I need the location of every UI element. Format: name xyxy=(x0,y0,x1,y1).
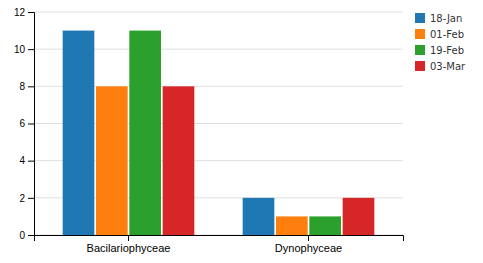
bar xyxy=(276,216,308,235)
y-tick: 8 xyxy=(19,81,34,92)
legend-label: 01-Feb xyxy=(430,29,464,40)
y-tick: 6 xyxy=(19,118,34,129)
legend-item: 19-Feb xyxy=(415,45,464,56)
legend-label: 18-Jan xyxy=(430,13,462,24)
legend: 18-Jan 01-Feb 19-Feb 03-Mar xyxy=(415,13,466,72)
y-axis-line xyxy=(28,13,35,236)
legend-swatch xyxy=(415,13,425,23)
y-tick-label: 2 xyxy=(19,193,25,204)
x-tick-mark xyxy=(128,235,129,241)
y-tick-label: 6 xyxy=(19,118,25,129)
chart: Bacilariophyceae Dynophyceae 0 2 4 6 8 10 12 18-J… xyxy=(0,0,483,263)
y-tick-label: 8 xyxy=(19,81,25,92)
x-tick-mark xyxy=(308,235,309,241)
legend-swatch xyxy=(415,61,425,71)
y-tick: 12 xyxy=(14,7,34,18)
x-tick: Dynophyceae xyxy=(275,235,342,254)
x-tick: Bacilariophyceae xyxy=(87,235,171,254)
bar xyxy=(96,86,128,235)
y-tick: 2 xyxy=(19,193,34,204)
bar xyxy=(343,198,375,235)
y-tick: 4 xyxy=(19,155,34,166)
plot: Bacilariophyceae Dynophyceae 0 2 4 6 8 10 12 xyxy=(14,7,404,254)
y-tick-label: 4 xyxy=(19,155,25,166)
grid-line xyxy=(34,12,403,13)
y-tick-mark xyxy=(28,235,34,236)
y-tick-mark xyxy=(28,12,34,13)
y-tick-mark xyxy=(28,161,34,162)
x-tick-label: Bacilariophyceae xyxy=(87,242,171,254)
x-axis-line xyxy=(35,236,404,242)
legend-swatch xyxy=(415,45,425,55)
legend-item: 01-Feb xyxy=(415,29,464,40)
bar xyxy=(243,198,275,235)
bar xyxy=(309,216,341,235)
legend-label: 03-Mar xyxy=(430,61,466,72)
y-tick-mark xyxy=(28,198,34,199)
y-tick-mark xyxy=(28,49,34,50)
y-tick: 10 xyxy=(14,44,34,55)
legend-item: 18-Jan xyxy=(415,13,462,24)
grid xyxy=(34,12,403,235)
bar xyxy=(129,31,161,235)
y-tick-label: 10 xyxy=(14,44,26,55)
bars xyxy=(63,31,375,235)
x-axis: Bacilariophyceae Dynophyceae xyxy=(35,235,404,254)
y-tick: 0 xyxy=(19,230,34,241)
y-tick-mark xyxy=(28,86,34,87)
y-axis: 0 2 4 6 8 10 12 xyxy=(14,7,35,241)
y-tick-label: 0 xyxy=(19,230,25,241)
x-tick-label: Dynophyceae xyxy=(275,242,342,254)
bar xyxy=(63,31,95,235)
bar xyxy=(163,86,195,235)
legend-label: 19-Feb xyxy=(430,45,464,56)
legend-swatch xyxy=(415,29,425,39)
legend-item: 03-Mar xyxy=(415,61,466,72)
y-tick-label: 12 xyxy=(14,7,26,18)
y-tick-mark xyxy=(28,124,34,125)
